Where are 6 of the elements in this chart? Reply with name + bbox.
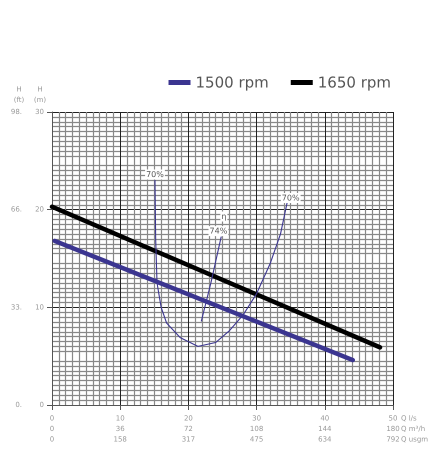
legend-label: 1650 rpm	[318, 74, 392, 92]
annotation: η	[221, 212, 226, 222]
annotation: 70%	[146, 170, 164, 180]
annotation: 74%	[210, 226, 228, 236]
legend-label: 1500 rpm	[196, 74, 269, 92]
annotation: 70%	[282, 193, 300, 202]
